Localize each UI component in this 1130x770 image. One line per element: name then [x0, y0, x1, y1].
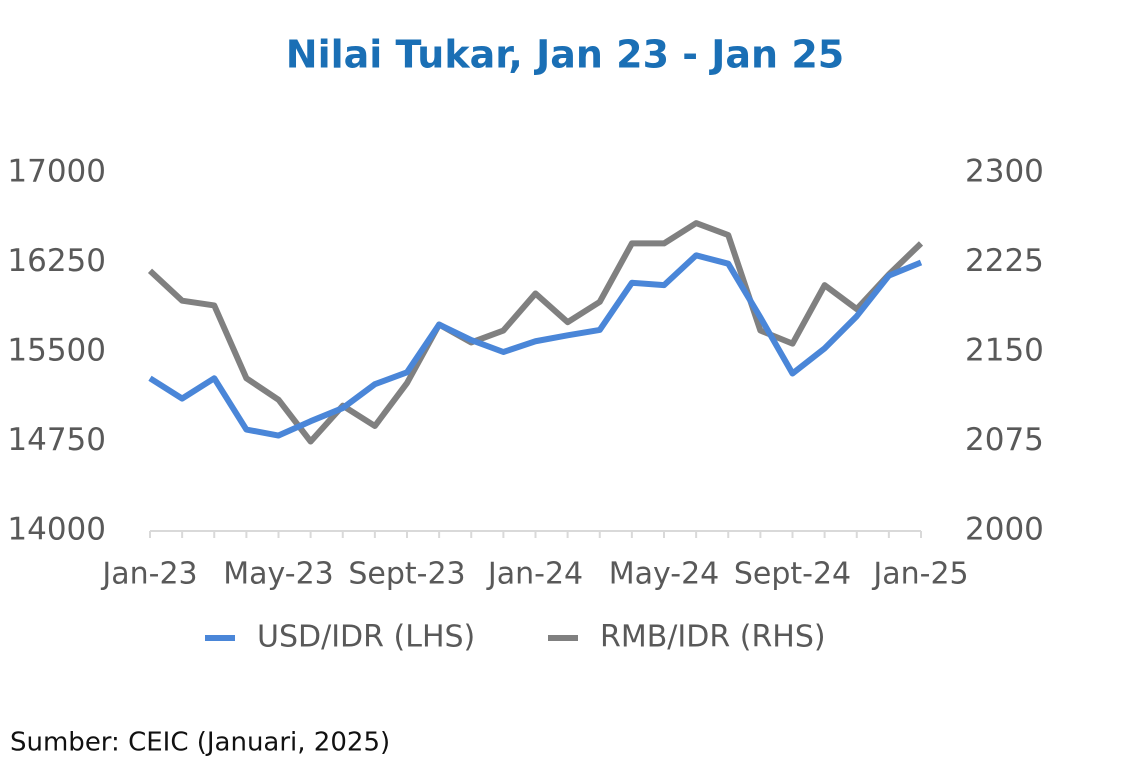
x-tick-label: May-24 [609, 557, 720, 592]
x-tick-label: May-23 [223, 557, 334, 592]
y2-tick-label: 2225 [965, 243, 1044, 279]
y2-tick-label: 2300 [965, 154, 1044, 190]
x-tick-label: Jan-23 [100, 557, 197, 592]
y-tick-label: 15500 [7, 333, 106, 369]
y-tick-label: 14750 [7, 422, 106, 458]
x-tick-label: Sept-24 [734, 557, 851, 592]
legend-label: RMB/IDR (RHS) [600, 620, 826, 655]
series-line [147, 220, 924, 445]
y-tick-label: 14000 [7, 512, 106, 548]
x-tick-label: Sept-23 [348, 557, 465, 592]
y-tick-label: 16250 [7, 243, 106, 279]
y2-tick-label: 2075 [965, 422, 1044, 458]
source-note: Sumber: CEIC (Januari, 2025) [10, 728, 390, 758]
y2-tick-label: 2150 [965, 333, 1044, 369]
y2-tick-label: 2000 [965, 512, 1044, 548]
y-tick-label: 17000 [7, 154, 106, 190]
chart-title: Nilai Tukar, Jan 23 - Jan 25 [286, 33, 844, 77]
series-line [148, 252, 923, 439]
legend-label: USD/IDR (LHS) [257, 620, 475, 655]
x-tick-label: Jan-24 [486, 557, 583, 592]
x-tick-label: Jan-25 [871, 557, 968, 592]
